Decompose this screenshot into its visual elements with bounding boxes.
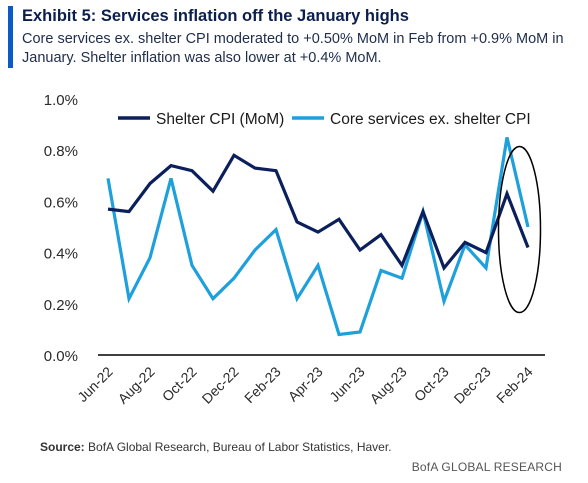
title-accent-bar (8, 6, 13, 68)
x-tick-label: Dec-23 (451, 363, 494, 406)
brand-footer: BofA GLOBAL RESEARCH (411, 460, 562, 474)
y-tick-label: 0.4% (44, 246, 78, 263)
chart-title: Exhibit 5: Services inflation off the Ja… (22, 7, 409, 25)
y-tick-label: 1.0% (44, 92, 78, 109)
series-line-core-services (106, 137, 530, 337)
x-tick-label: Dec-22 (199, 363, 242, 406)
y-tick-label: 0.2% (44, 297, 78, 314)
y-tick-label: 0.0% (44, 348, 78, 365)
x-tick-label: Aug-22 (115, 363, 158, 406)
legend-label: Shelter CPI (MoM) (156, 111, 284, 128)
annotation-ellipse (497, 145, 542, 314)
x-tick-label: Aug-23 (367, 363, 410, 406)
source-note: Source: BofA Global Research, Bureau of … (40, 440, 392, 454)
x-tick-label: Jun-23 (326, 363, 368, 405)
source-label: Source: (40, 440, 85, 454)
series-line-shelter (107, 153, 530, 272)
source-text: BofA Global Research, Bureau of Labor St… (84, 440, 392, 454)
y-tick-label: 0.8% (44, 143, 78, 160)
x-tick-label: Jun-22 (74, 363, 116, 405)
y-tick-label: 0.6% (44, 194, 78, 211)
chart-subtitle: Core services ex. shelter CPI moderated … (22, 31, 564, 66)
x-tick-label: Apr-23 (285, 363, 326, 404)
x-tick-label: Oct-23 (411, 363, 452, 404)
x-tick-label: Feb-24 (493, 363, 536, 406)
legend-label: Core services ex. shelter CPI (330, 111, 531, 128)
x-tick-label: Feb-23 (241, 363, 284, 406)
x-tick-label: Oct-22 (159, 363, 200, 404)
